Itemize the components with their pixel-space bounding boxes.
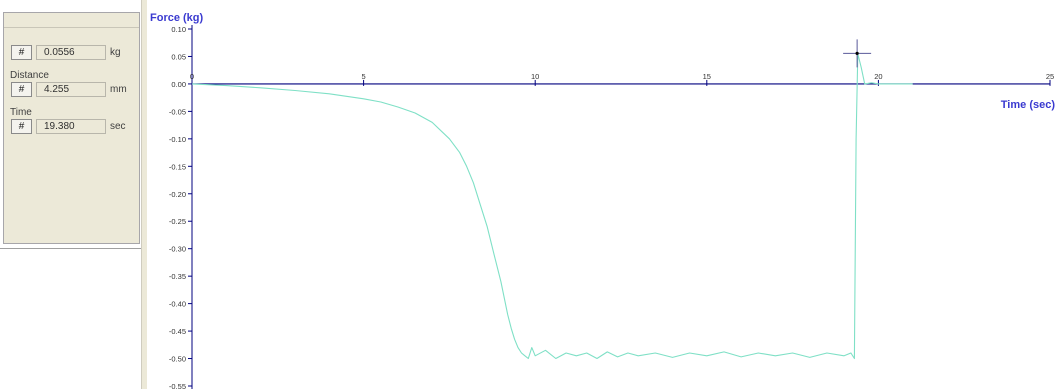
series-line bbox=[191, 53, 913, 360]
y-tick-label: 0.00 bbox=[171, 80, 186, 89]
y-tick-label: 0.05 bbox=[171, 52, 186, 61]
y-tick-label: -0.35 bbox=[169, 272, 186, 281]
panel-divider bbox=[0, 248, 146, 249]
side-panel: # 0.0556 kg Distance # 4.255 mm Time # 1… bbox=[0, 0, 146, 389]
x-tick-label: 20 bbox=[874, 72, 882, 81]
axes-layer: 0.10 0.05 0.00 -0.05 -0.10 -0.15 -0.20 -0.25 -0.… bbox=[169, 25, 1054, 389]
x-tick-label: 25 bbox=[1046, 72, 1054, 81]
y-tick-label: -0.15 bbox=[169, 162, 186, 171]
distance-unit: mm bbox=[110, 84, 127, 95]
x-tick-label: 10 bbox=[531, 72, 539, 81]
cursor-point bbox=[855, 51, 859, 55]
data-layer bbox=[191, 39, 913, 360]
y-tick-label: 0.10 bbox=[171, 25, 186, 34]
y-tick-label: -0.05 bbox=[169, 107, 186, 116]
time-jump-button[interactable]: # bbox=[11, 119, 32, 134]
time-unit: sec bbox=[110, 121, 126, 132]
y-tick-label: -0.50 bbox=[169, 355, 186, 364]
y-tick-label: -0.55 bbox=[169, 382, 186, 389]
y-tick-label: -0.30 bbox=[169, 245, 186, 254]
distance-value-field: 4.255 bbox=[36, 82, 106, 97]
x-axis-title: Time (sec) bbox=[1001, 99, 1056, 111]
force-value-field: 0.0556 bbox=[36, 45, 106, 60]
force-unit: kg bbox=[110, 47, 121, 58]
y-tick-label: -0.25 bbox=[169, 217, 186, 226]
y-tick-label: -0.40 bbox=[169, 300, 186, 309]
panel-splitter[interactable] bbox=[141, 0, 147, 389]
distance-label: Distance bbox=[10, 70, 49, 81]
time-value-field: 19.380 bbox=[36, 119, 106, 134]
y-tick-label: -0.45 bbox=[169, 327, 186, 336]
x-tick-label: 15 bbox=[703, 72, 711, 81]
y-axis-title: Force (kg) bbox=[150, 12, 204, 24]
time-label: Time bbox=[10, 107, 32, 118]
y-tick-label: -0.10 bbox=[169, 135, 186, 144]
panel-tick-left bbox=[0, 248, 5, 249]
x-tick-label: 0 bbox=[190, 72, 194, 81]
readout-header-bar bbox=[4, 13, 139, 28]
y-tick-label: -0.20 bbox=[169, 190, 186, 199]
force-jump-button[interactable]: # bbox=[11, 45, 32, 60]
x-tick-label: 5 bbox=[362, 72, 366, 81]
readout-box: # 0.0556 kg Distance # 4.255 mm Time # 1… bbox=[3, 12, 140, 244]
distance-jump-button[interactable]: # bbox=[11, 82, 32, 97]
